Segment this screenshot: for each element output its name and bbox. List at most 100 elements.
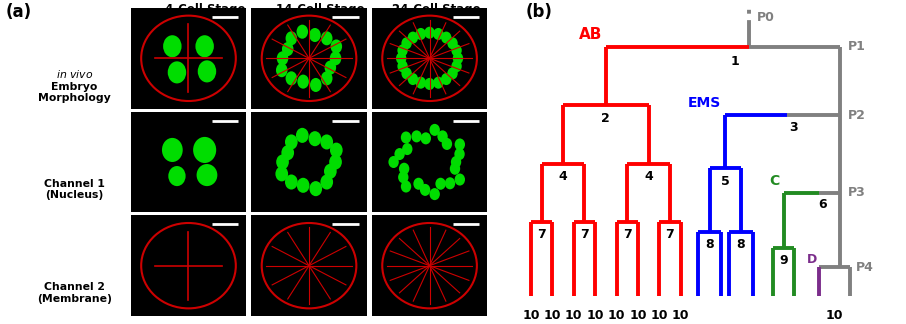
Text: 10: 10 [651,309,668,322]
Ellipse shape [451,60,462,72]
Ellipse shape [285,31,297,45]
Bar [130,112,246,212]
Text: P3: P3 [848,186,865,199]
Text: P2: P2 [848,109,865,122]
Ellipse shape [197,164,217,186]
Ellipse shape [276,63,287,77]
Ellipse shape [169,166,186,186]
Text: 8: 8 [737,238,745,251]
Ellipse shape [324,61,336,75]
Ellipse shape [416,77,426,89]
Ellipse shape [285,71,297,86]
Text: 10: 10 [672,309,689,322]
Text: 4: 4 [644,170,653,183]
Ellipse shape [389,156,399,168]
Text: P0: P0 [757,11,775,24]
Text: 2: 2 [602,112,611,125]
Text: 10: 10 [565,309,583,322]
Ellipse shape [401,67,412,79]
Ellipse shape [448,67,458,79]
Ellipse shape [310,78,322,92]
Ellipse shape [398,60,408,72]
Ellipse shape [198,60,217,82]
Bar [371,8,487,109]
Ellipse shape [433,28,444,40]
Text: P4: P4 [855,261,873,274]
Text: 6: 6 [818,198,827,211]
Ellipse shape [310,181,323,196]
Ellipse shape [436,178,446,190]
Ellipse shape [285,175,298,190]
Ellipse shape [420,184,430,196]
Ellipse shape [163,35,181,57]
Ellipse shape [297,178,310,193]
Ellipse shape [453,52,463,64]
Ellipse shape [398,171,409,183]
Text: 8: 8 [706,238,714,251]
Text: 10: 10 [522,309,540,322]
Ellipse shape [282,145,294,160]
Ellipse shape [321,175,333,190]
Bar [371,112,487,212]
Ellipse shape [282,42,294,56]
Ellipse shape [296,25,308,39]
Ellipse shape [420,132,431,145]
Ellipse shape [401,37,412,49]
Ellipse shape [429,188,440,200]
Ellipse shape [442,138,452,150]
Text: 14-Cell Stage: 14-Cell Stage [276,3,365,16]
Ellipse shape [331,40,342,53]
Ellipse shape [321,31,333,45]
Ellipse shape [402,143,412,155]
Bar [371,215,487,316]
Text: 4: 4 [559,170,567,183]
Text: (b): (b) [525,3,552,21]
Ellipse shape [424,27,435,39]
Ellipse shape [193,137,217,163]
Ellipse shape [196,35,214,57]
Ellipse shape [445,177,455,189]
Ellipse shape [321,71,333,86]
Text: (a): (a) [5,3,31,21]
Ellipse shape [162,138,183,162]
Ellipse shape [276,155,289,169]
Ellipse shape [400,132,411,144]
Ellipse shape [330,51,342,65]
Text: 7: 7 [580,228,589,241]
Text: D: D [806,253,816,266]
Text: 10: 10 [586,309,604,322]
Ellipse shape [438,130,448,143]
Ellipse shape [321,134,333,149]
Ellipse shape [454,148,465,160]
Text: 10: 10 [825,309,843,322]
Text: Channel 2
(Membrane): Channel 2 (Membrane) [37,283,111,304]
Ellipse shape [411,130,422,143]
Text: 5: 5 [721,175,729,188]
Ellipse shape [424,78,435,90]
Ellipse shape [296,128,309,143]
Ellipse shape [408,73,418,85]
Ellipse shape [416,28,426,40]
Bar [251,215,367,316]
Text: 10: 10 [608,309,625,322]
Ellipse shape [451,156,461,168]
Ellipse shape [451,44,462,56]
Ellipse shape [441,31,451,44]
Bar [130,8,246,109]
Text: 10: 10 [629,309,647,322]
Bar [130,215,246,316]
Ellipse shape [398,44,408,56]
Text: EMS: EMS [689,96,721,110]
Bar [251,112,367,212]
Ellipse shape [455,138,465,150]
Ellipse shape [455,174,465,186]
Text: AB: AB [579,27,602,42]
Ellipse shape [275,166,288,181]
Ellipse shape [394,148,405,160]
Bar [251,8,367,109]
Ellipse shape [324,164,337,179]
Ellipse shape [276,51,288,65]
Ellipse shape [449,163,460,175]
Ellipse shape [168,61,187,83]
Ellipse shape [429,124,440,136]
